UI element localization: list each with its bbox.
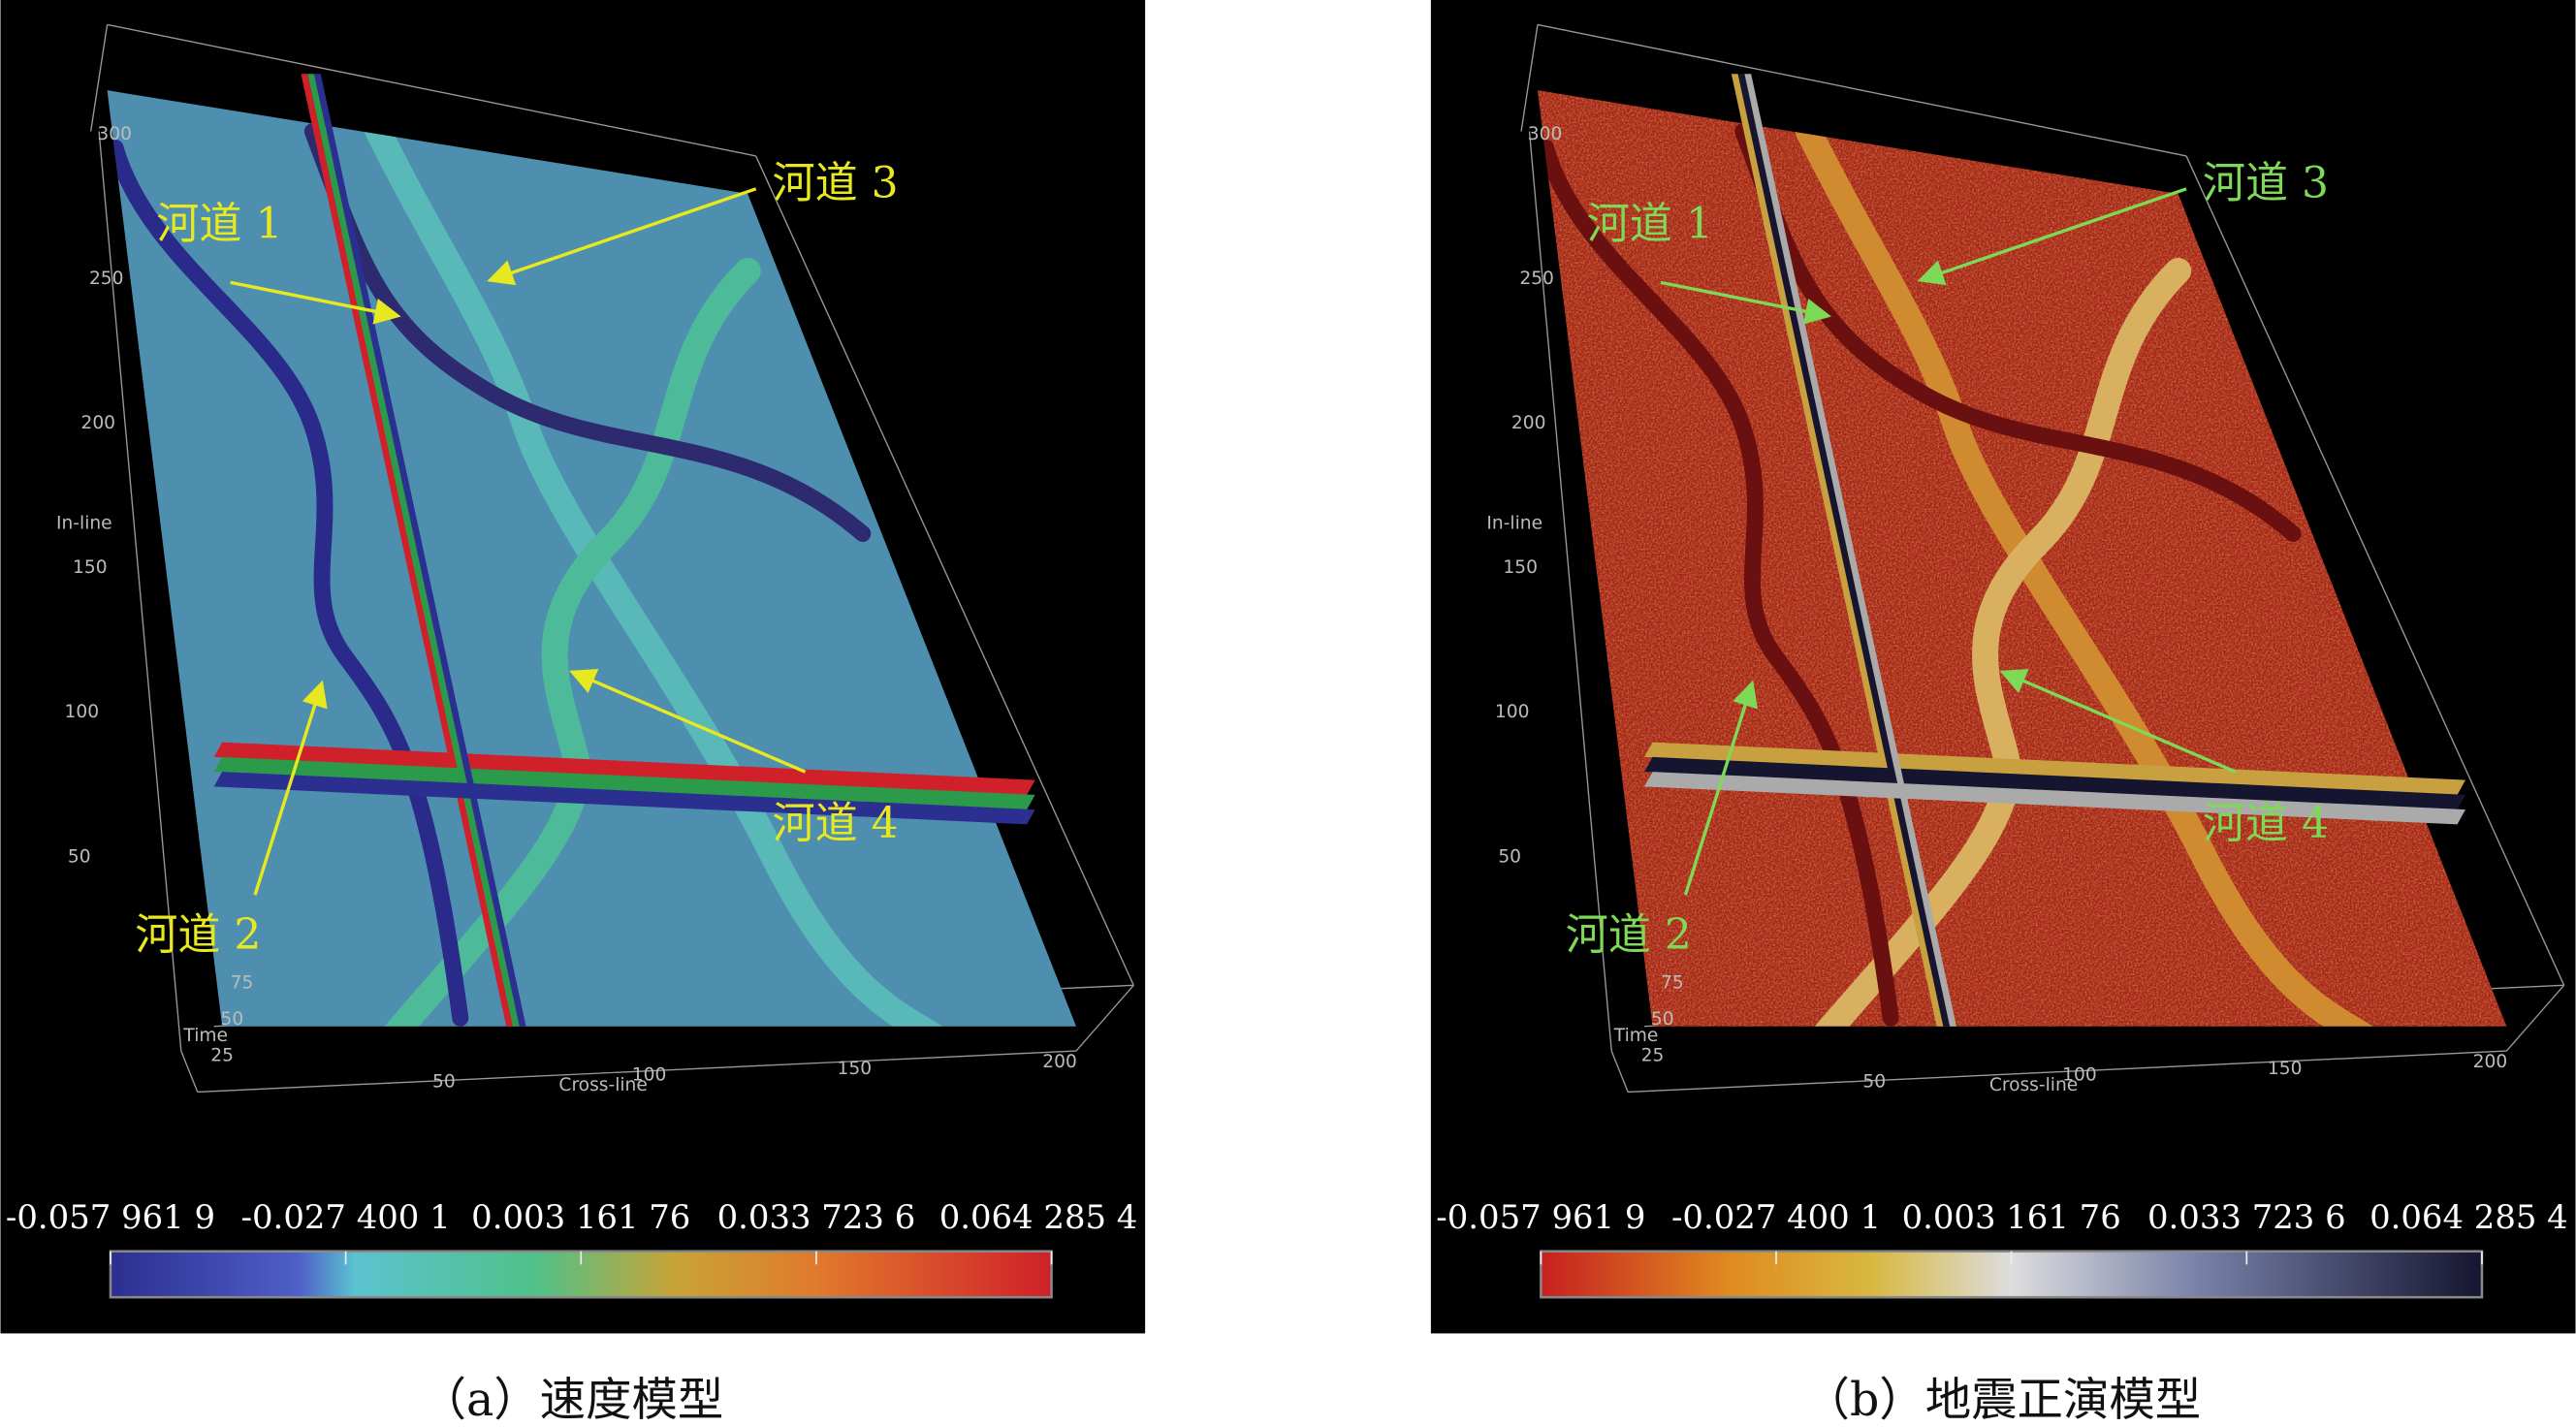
colorbar-label: -0.027 400 1 — [1671, 1198, 1881, 1236]
box-edge — [1537, 23, 2187, 157]
inline-tick: 100 — [1495, 702, 1530, 722]
axis-title: Cross-line — [1989, 1075, 2078, 1095]
arrow — [1917, 187, 2187, 286]
channel-label: 河道 2 — [1566, 910, 1692, 960]
horizontal-slice — [213, 772, 1035, 825]
inline-tick: 50 — [1498, 846, 1521, 867]
horizontal-slice — [1644, 772, 2466, 825]
inline-tick: 300 — [97, 124, 132, 144]
crossline-tick: 100 — [632, 1065, 667, 1086]
box-edge — [2185, 155, 2565, 986]
crossline-tick: 150 — [2268, 1059, 2303, 1079]
crossline-tick: 100 — [2062, 1065, 2097, 1086]
axis-title: In-line — [56, 513, 112, 533]
caption: （b）地震正演模型 — [1804, 1374, 2202, 1427]
arrow — [487, 187, 757, 286]
inline-tick: 150 — [1503, 557, 1538, 578]
box-edge — [1610, 1050, 1629, 1093]
channel-label: 河道 3 — [773, 158, 899, 207]
channel-label: 河道 3 — [2203, 158, 2329, 207]
axis-title: Cross-line — [558, 1075, 647, 1095]
inline-tick: 150 — [73, 557, 108, 578]
inline-tick: 100 — [65, 702, 100, 722]
time-tick: 75 — [231, 973, 254, 994]
inline-tick: 250 — [1519, 269, 1554, 289]
arrow — [230, 280, 401, 325]
horizontal-slice — [1644, 756, 2466, 810]
time-tick: 50 — [220, 1009, 243, 1030]
arrow — [1999, 669, 2237, 774]
channel-label: 河道 1 — [156, 200, 282, 249]
axis-title: Time — [1613, 1026, 1659, 1046]
inline-tick: 250 — [89, 269, 124, 289]
colorbar-label: 0.033 723 6 — [2147, 1198, 2346, 1236]
colorbar-label: 0.064 285 4 — [939, 1198, 1138, 1236]
crossline-tick: 50 — [1862, 1071, 1886, 1092]
horizontal-slice — [213, 742, 1035, 795]
panel: 50 100 150 200 250 300 50 100 150 200 25 50 75 In-lin… — [1430, 0, 2576, 1427]
colorbar-label: 0.003 161 76 — [471, 1198, 690, 1236]
box-edge — [1628, 1050, 2507, 1094]
channel — [1811, 257, 2192, 1027]
box-edge — [1520, 24, 1539, 132]
arrow — [1660, 280, 1832, 325]
box-edge — [98, 131, 182, 1052]
channel-label: 河道 4 — [773, 799, 899, 848]
time-tick: 25 — [1641, 1045, 1665, 1065]
colorbar-label: -0.027 400 1 — [241, 1198, 451, 1236]
axis-title: In-line — [1486, 513, 1542, 533]
horizontal-slice — [1644, 742, 2466, 795]
inline-tick: 50 — [68, 846, 91, 867]
crossline-tick: 200 — [1042, 1052, 1077, 1072]
box-edge — [197, 1050, 1077, 1094]
panel: 50 100 150 200 250 300 50 100 150 200 25 50 75 In-lin… — [0, 0, 1146, 1427]
box-edge — [1528, 131, 1612, 1052]
axis-title: Time — [182, 1026, 228, 1046]
channel-label: 河道 2 — [135, 910, 261, 960]
arrow — [1683, 680, 1758, 896]
box-edge — [89, 24, 109, 132]
channel — [1795, 117, 2397, 1027]
channel — [381, 257, 761, 1027]
box-edge — [107, 23, 756, 157]
channel-label: 河道 1 — [1587, 200, 1713, 249]
box-edge — [180, 1050, 199, 1093]
colorbar-label: 0.033 723 6 — [717, 1198, 916, 1236]
colorbar-label: -0.057 961 9 — [6, 1198, 215, 1236]
colorbar-label: 0.003 161 76 — [1902, 1198, 2121, 1236]
box-edge — [755, 155, 1134, 986]
arrow — [569, 669, 807, 774]
time-tick: 50 — [1651, 1009, 1674, 1030]
box-edge — [1075, 984, 1134, 1052]
inline-tick: 300 — [1528, 124, 1563, 144]
inline-tick: 200 — [1511, 413, 1546, 433]
time-tick: 75 — [1661, 973, 1684, 994]
caption: （a）速度模型 — [421, 1374, 724, 1427]
crossline-tick: 150 — [838, 1059, 873, 1079]
inline-tick: 200 — [80, 413, 115, 433]
colorbar-label: -0.057 961 9 — [1436, 1198, 1645, 1236]
time-tick: 25 — [210, 1045, 234, 1065]
box-edge — [2505, 984, 2565, 1052]
channel — [365, 117, 967, 1027]
crossline-tick: 200 — [2473, 1052, 2508, 1072]
channel-label: 河道 4 — [2203, 799, 2329, 848]
colorbar-label: 0.064 285 4 — [2369, 1198, 2568, 1236]
arrow — [253, 680, 328, 896]
crossline-tick: 50 — [432, 1071, 456, 1092]
horizontal-slice — [213, 756, 1035, 810]
